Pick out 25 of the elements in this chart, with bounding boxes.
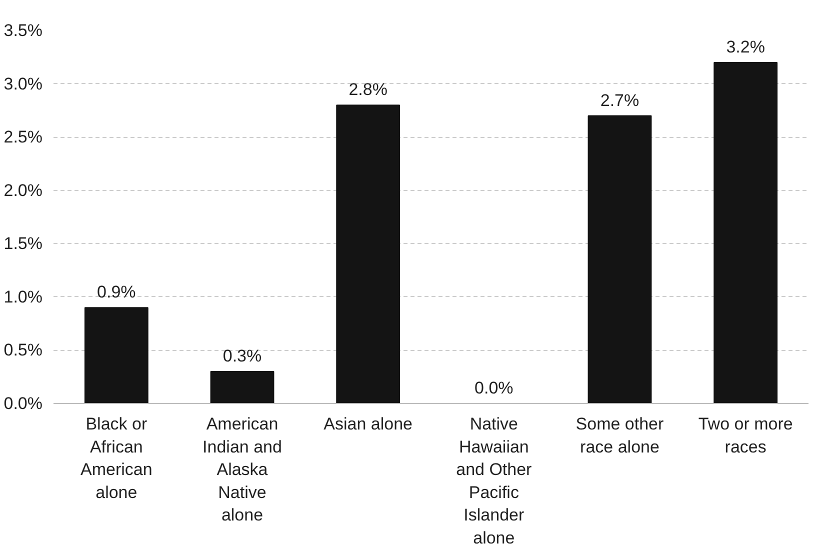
y-tick-label: 3.5% [4,21,42,40]
y-tick-label: 3.0% [4,74,42,94]
data-label: 2.8% [348,80,388,100]
x-tick-label: Some other race alone [576,414,664,456]
y-tick-label: 2.0% [4,180,42,200]
data-label: 0.0% [474,378,514,398]
y-tick-label: 0.5% [4,340,42,360]
bar [210,371,274,404]
x-tick-label: Native Hawaiian and Other Pacific Islander alone [456,414,532,548]
x-tick-label: Black or African American alone [80,414,152,502]
x-tick-label: American Indian and Alaska Native alone [202,414,282,525]
y-tick-label: 2.5% [4,128,42,147]
bar [588,115,652,404]
y-tick-label: 1.0% [4,287,42,306]
y-tick-label: 1.5% [4,234,42,254]
x-tick-label: Two or more races [698,414,793,456]
data-label: 0.9% [97,282,136,302]
bar [714,62,778,404]
y-tick-label: 0.0% [4,394,42,413]
x-tick-label: Asian alone [324,414,413,434]
bar [336,104,400,404]
data-label: 3.2% [726,37,765,56]
data-label: 2.7% [600,90,640,110]
data-label: 0.3% [222,346,262,366]
bar [84,307,148,404]
